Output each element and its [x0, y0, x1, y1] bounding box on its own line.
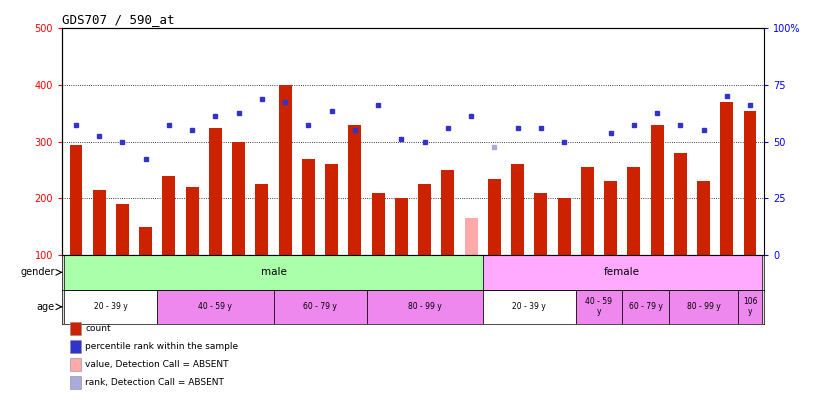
- Bar: [558, 198, 571, 255]
- Bar: [622, 290, 669, 324]
- Bar: [349, 125, 361, 255]
- Text: 80 - 99 y: 80 - 99 y: [408, 302, 442, 311]
- Bar: [209, 128, 222, 255]
- Bar: [116, 204, 129, 255]
- Bar: [697, 181, 710, 255]
- Text: 60 - 79 y: 60 - 79 y: [629, 302, 662, 311]
- Bar: [669, 290, 738, 324]
- Bar: [418, 184, 431, 255]
- Bar: [93, 190, 106, 255]
- Text: 40 - 59
y: 40 - 59 y: [586, 297, 613, 316]
- Bar: [325, 164, 338, 255]
- Bar: [720, 102, 733, 255]
- Bar: [64, 290, 157, 324]
- Text: female: female: [605, 267, 640, 277]
- Text: 40 - 59 y: 40 - 59 y: [198, 302, 232, 311]
- Bar: [534, 193, 548, 255]
- Text: GDS707 / 590_at: GDS707 / 590_at: [62, 13, 174, 26]
- Bar: [465, 218, 477, 255]
- Bar: [738, 290, 762, 324]
- Bar: [372, 193, 385, 255]
- Text: percentile rank within the sample: percentile rank within the sample: [85, 342, 238, 351]
- Text: 80 - 99 y: 80 - 99 y: [686, 302, 720, 311]
- Bar: [273, 290, 367, 324]
- Bar: [604, 181, 617, 255]
- Bar: [482, 290, 576, 324]
- Bar: [232, 142, 245, 255]
- Text: 106
y: 106 y: [743, 297, 757, 316]
- Text: male: male: [260, 267, 287, 277]
- Text: value, Detection Call = ABSENT: value, Detection Call = ABSENT: [85, 360, 229, 369]
- Bar: [674, 153, 686, 255]
- Bar: [743, 111, 757, 255]
- Text: count: count: [85, 324, 111, 333]
- Bar: [157, 290, 273, 324]
- Bar: [488, 179, 501, 255]
- Text: gender: gender: [21, 267, 55, 277]
- Text: age: age: [37, 302, 55, 312]
- Text: 20 - 39 y: 20 - 39 y: [512, 302, 546, 311]
- Bar: [163, 176, 175, 255]
- Bar: [395, 198, 408, 255]
- Bar: [581, 167, 594, 255]
- Bar: [482, 255, 762, 290]
- Text: 20 - 39 y: 20 - 39 y: [94, 302, 128, 311]
- Bar: [441, 170, 454, 255]
- Bar: [140, 227, 152, 255]
- Bar: [511, 164, 524, 255]
- Bar: [64, 255, 482, 290]
- Bar: [302, 159, 315, 255]
- Bar: [278, 85, 292, 255]
- Bar: [69, 145, 83, 255]
- Bar: [628, 167, 640, 255]
- Text: 60 - 79 y: 60 - 79 y: [303, 302, 337, 311]
- Bar: [255, 184, 268, 255]
- Bar: [186, 187, 198, 255]
- Bar: [651, 125, 663, 255]
- Bar: [367, 290, 482, 324]
- Bar: [576, 290, 622, 324]
- Text: rank, Detection Call = ABSENT: rank, Detection Call = ABSENT: [85, 378, 224, 387]
